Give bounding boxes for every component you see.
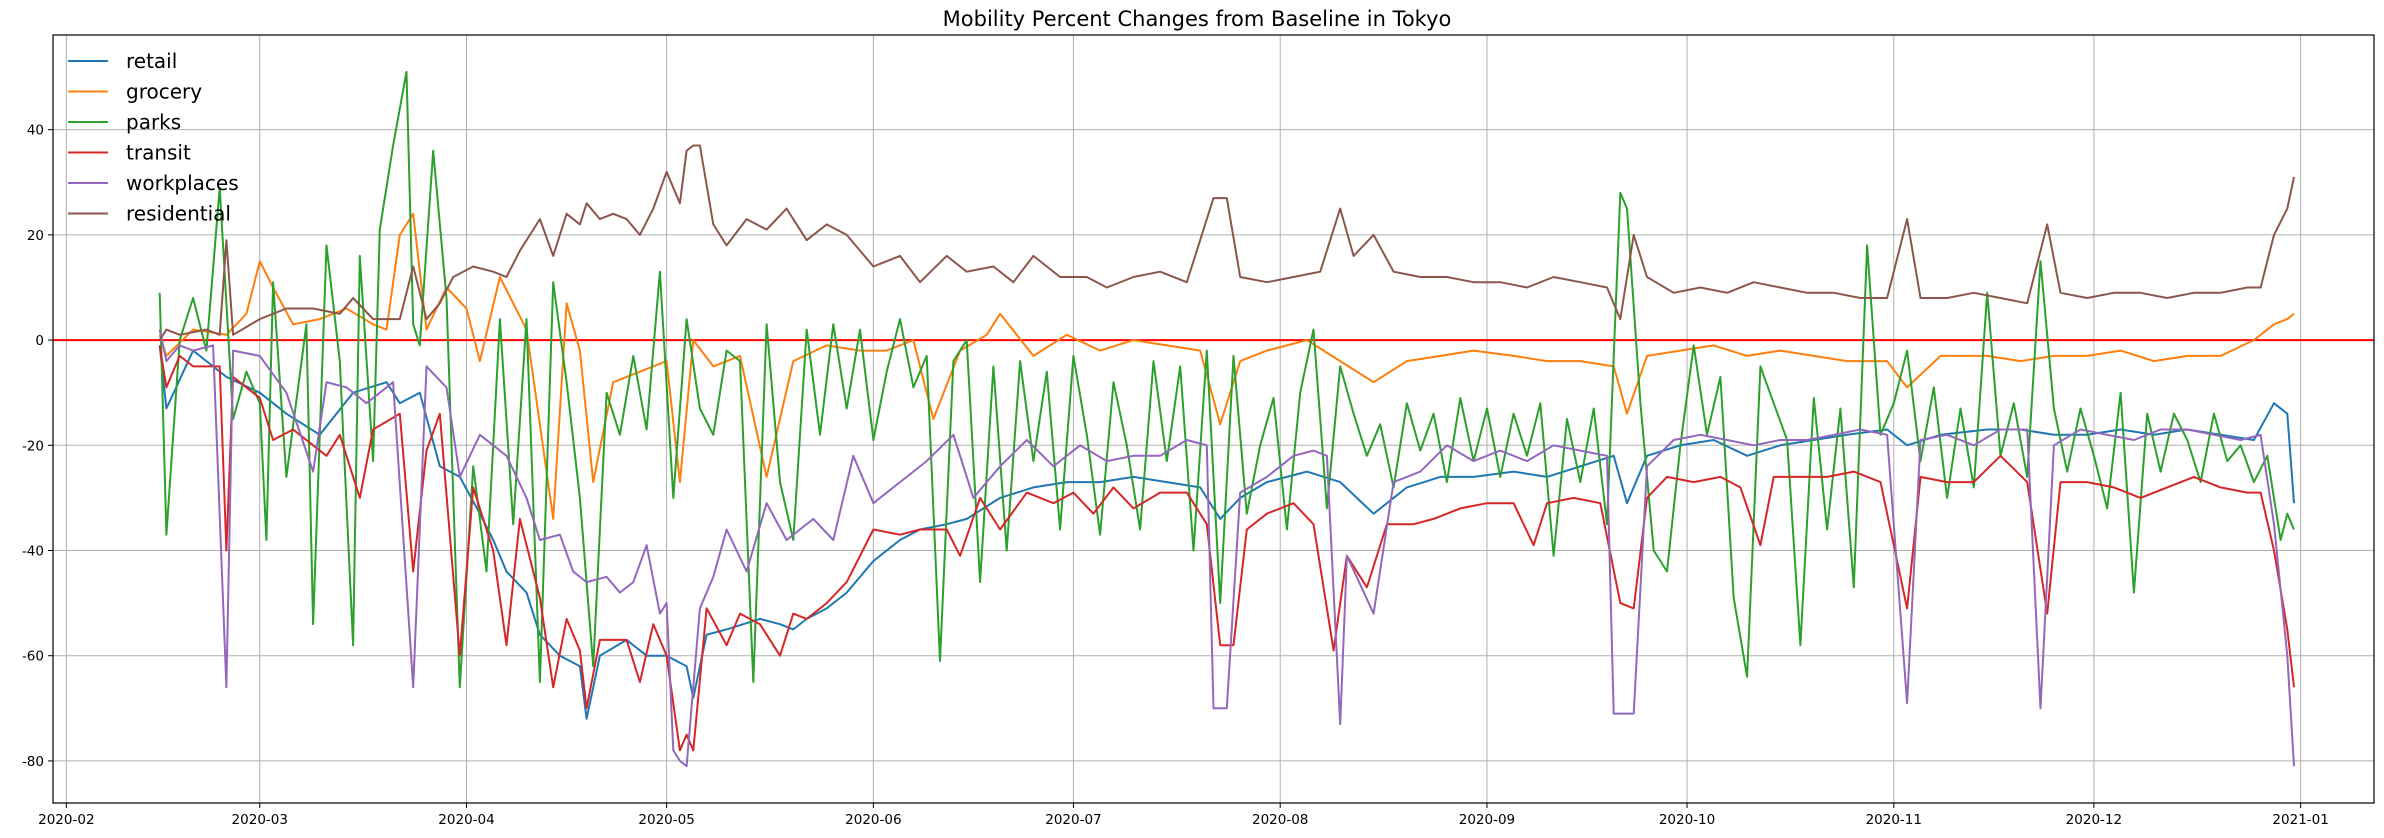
series-line-residential xyxy=(158,144,2295,341)
series-line-transit xyxy=(158,345,2295,752)
y-tick-label: 40 xyxy=(27,123,44,139)
x-tick-label: 2020-06 xyxy=(845,812,901,828)
y-tick-label: -40 xyxy=(22,544,44,560)
y-tick-label: 20 xyxy=(27,228,44,244)
plot-frame xyxy=(52,34,2375,804)
series-line-parks xyxy=(158,70,2295,689)
y-tick-label: -20 xyxy=(22,438,44,454)
x-tick-label: 2020-09 xyxy=(1459,812,1515,828)
y-tick-label: -80 xyxy=(22,754,44,770)
x-tick-label: 2020-05 xyxy=(638,812,694,828)
chart-title: Mobility Percent Changes from Baseline i… xyxy=(943,7,1452,31)
x-tick-label: 2020-12 xyxy=(2066,812,2122,828)
x-tick-label: 2020-10 xyxy=(1659,812,1715,828)
x-tick-label: 2020-07 xyxy=(1045,812,1101,828)
legend-label-retail: retail xyxy=(126,49,177,73)
series-line-workplaces xyxy=(158,329,2295,768)
legend-label-transit: transit xyxy=(126,141,191,165)
x-tick-label: 2020-11 xyxy=(1866,812,1922,828)
y-tick-label: 0 xyxy=(35,333,44,349)
grid-lines xyxy=(53,35,2374,803)
series-line-grocery xyxy=(158,212,2295,520)
legend-label-residential: residential xyxy=(126,202,231,226)
axis-ticks: 2020-02 2020-03 2020-04 2020-05 2020-06 2020-… xyxy=(22,123,2329,828)
legend-label-grocery: grocery xyxy=(126,80,202,104)
legend-label-workplaces: workplaces xyxy=(126,171,239,195)
x-tick-label: 2020-03 xyxy=(232,812,288,828)
x-tick-label: 2021-01 xyxy=(2272,812,2328,828)
series-lines xyxy=(158,70,2295,768)
legend: retail grocery parks transit workplaces resid… xyxy=(68,49,239,226)
legend-label-parks: parks xyxy=(126,110,181,134)
x-tick-label: 2020-02 xyxy=(38,812,94,828)
x-tick-label: 2020-08 xyxy=(1252,812,1308,828)
x-tick-label: 2020-04 xyxy=(438,812,494,828)
y-tick-label: -60 xyxy=(22,649,44,665)
